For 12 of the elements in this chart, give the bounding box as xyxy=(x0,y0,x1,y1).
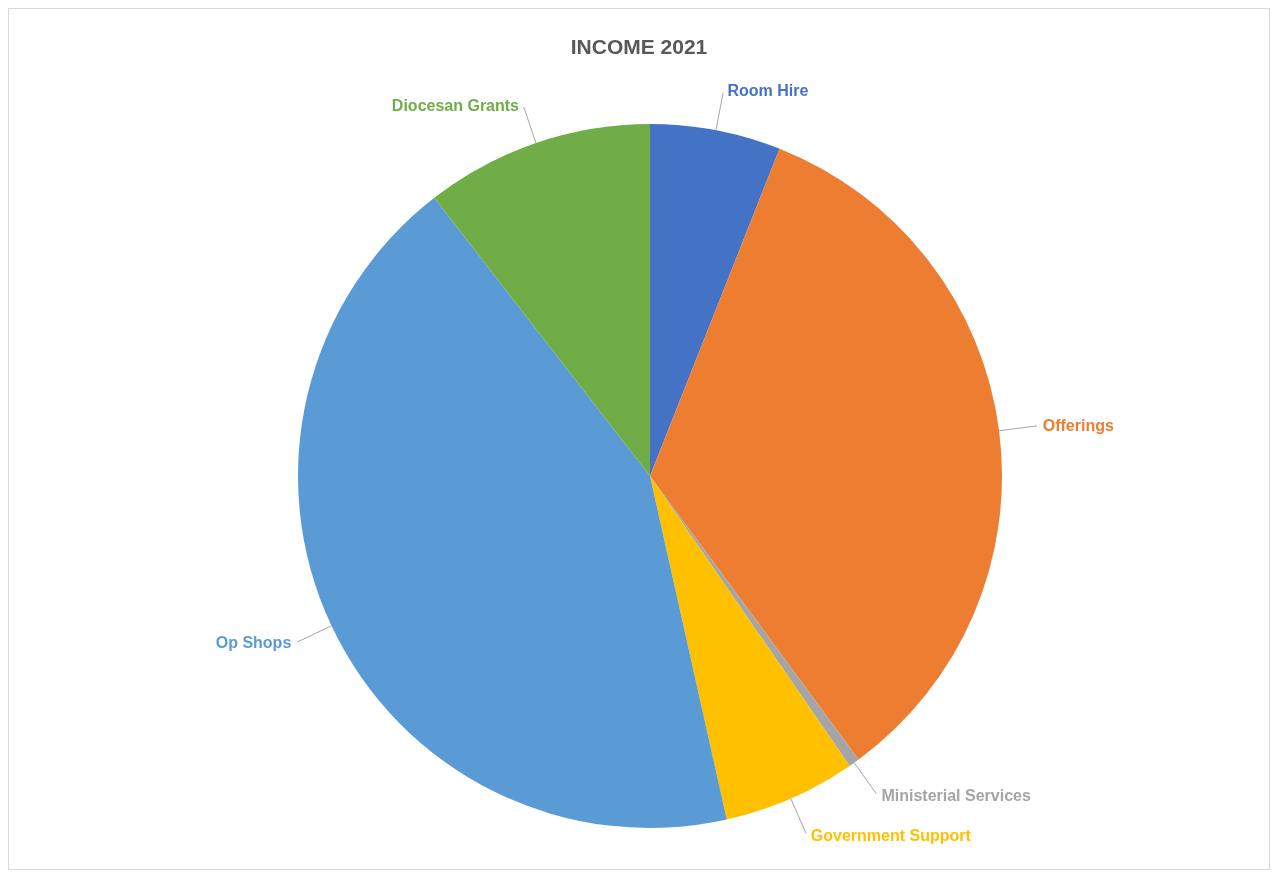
slice-label: Op Shops xyxy=(215,634,292,652)
slice-label: Government Support xyxy=(810,826,972,844)
slice-label: Diocesan Grants xyxy=(391,96,520,114)
slice-label: Offerings xyxy=(1042,417,1114,435)
pie-slice xyxy=(650,148,1002,760)
slice-label: Room Hire xyxy=(727,82,809,100)
chart-title: INCOME 2021 xyxy=(569,35,709,59)
pie-slice xyxy=(650,124,780,476)
pie-slice xyxy=(298,197,727,828)
slice-label: Ministerial Services xyxy=(881,786,1031,804)
pie-slice xyxy=(434,124,650,476)
pie-slice xyxy=(650,476,850,820)
